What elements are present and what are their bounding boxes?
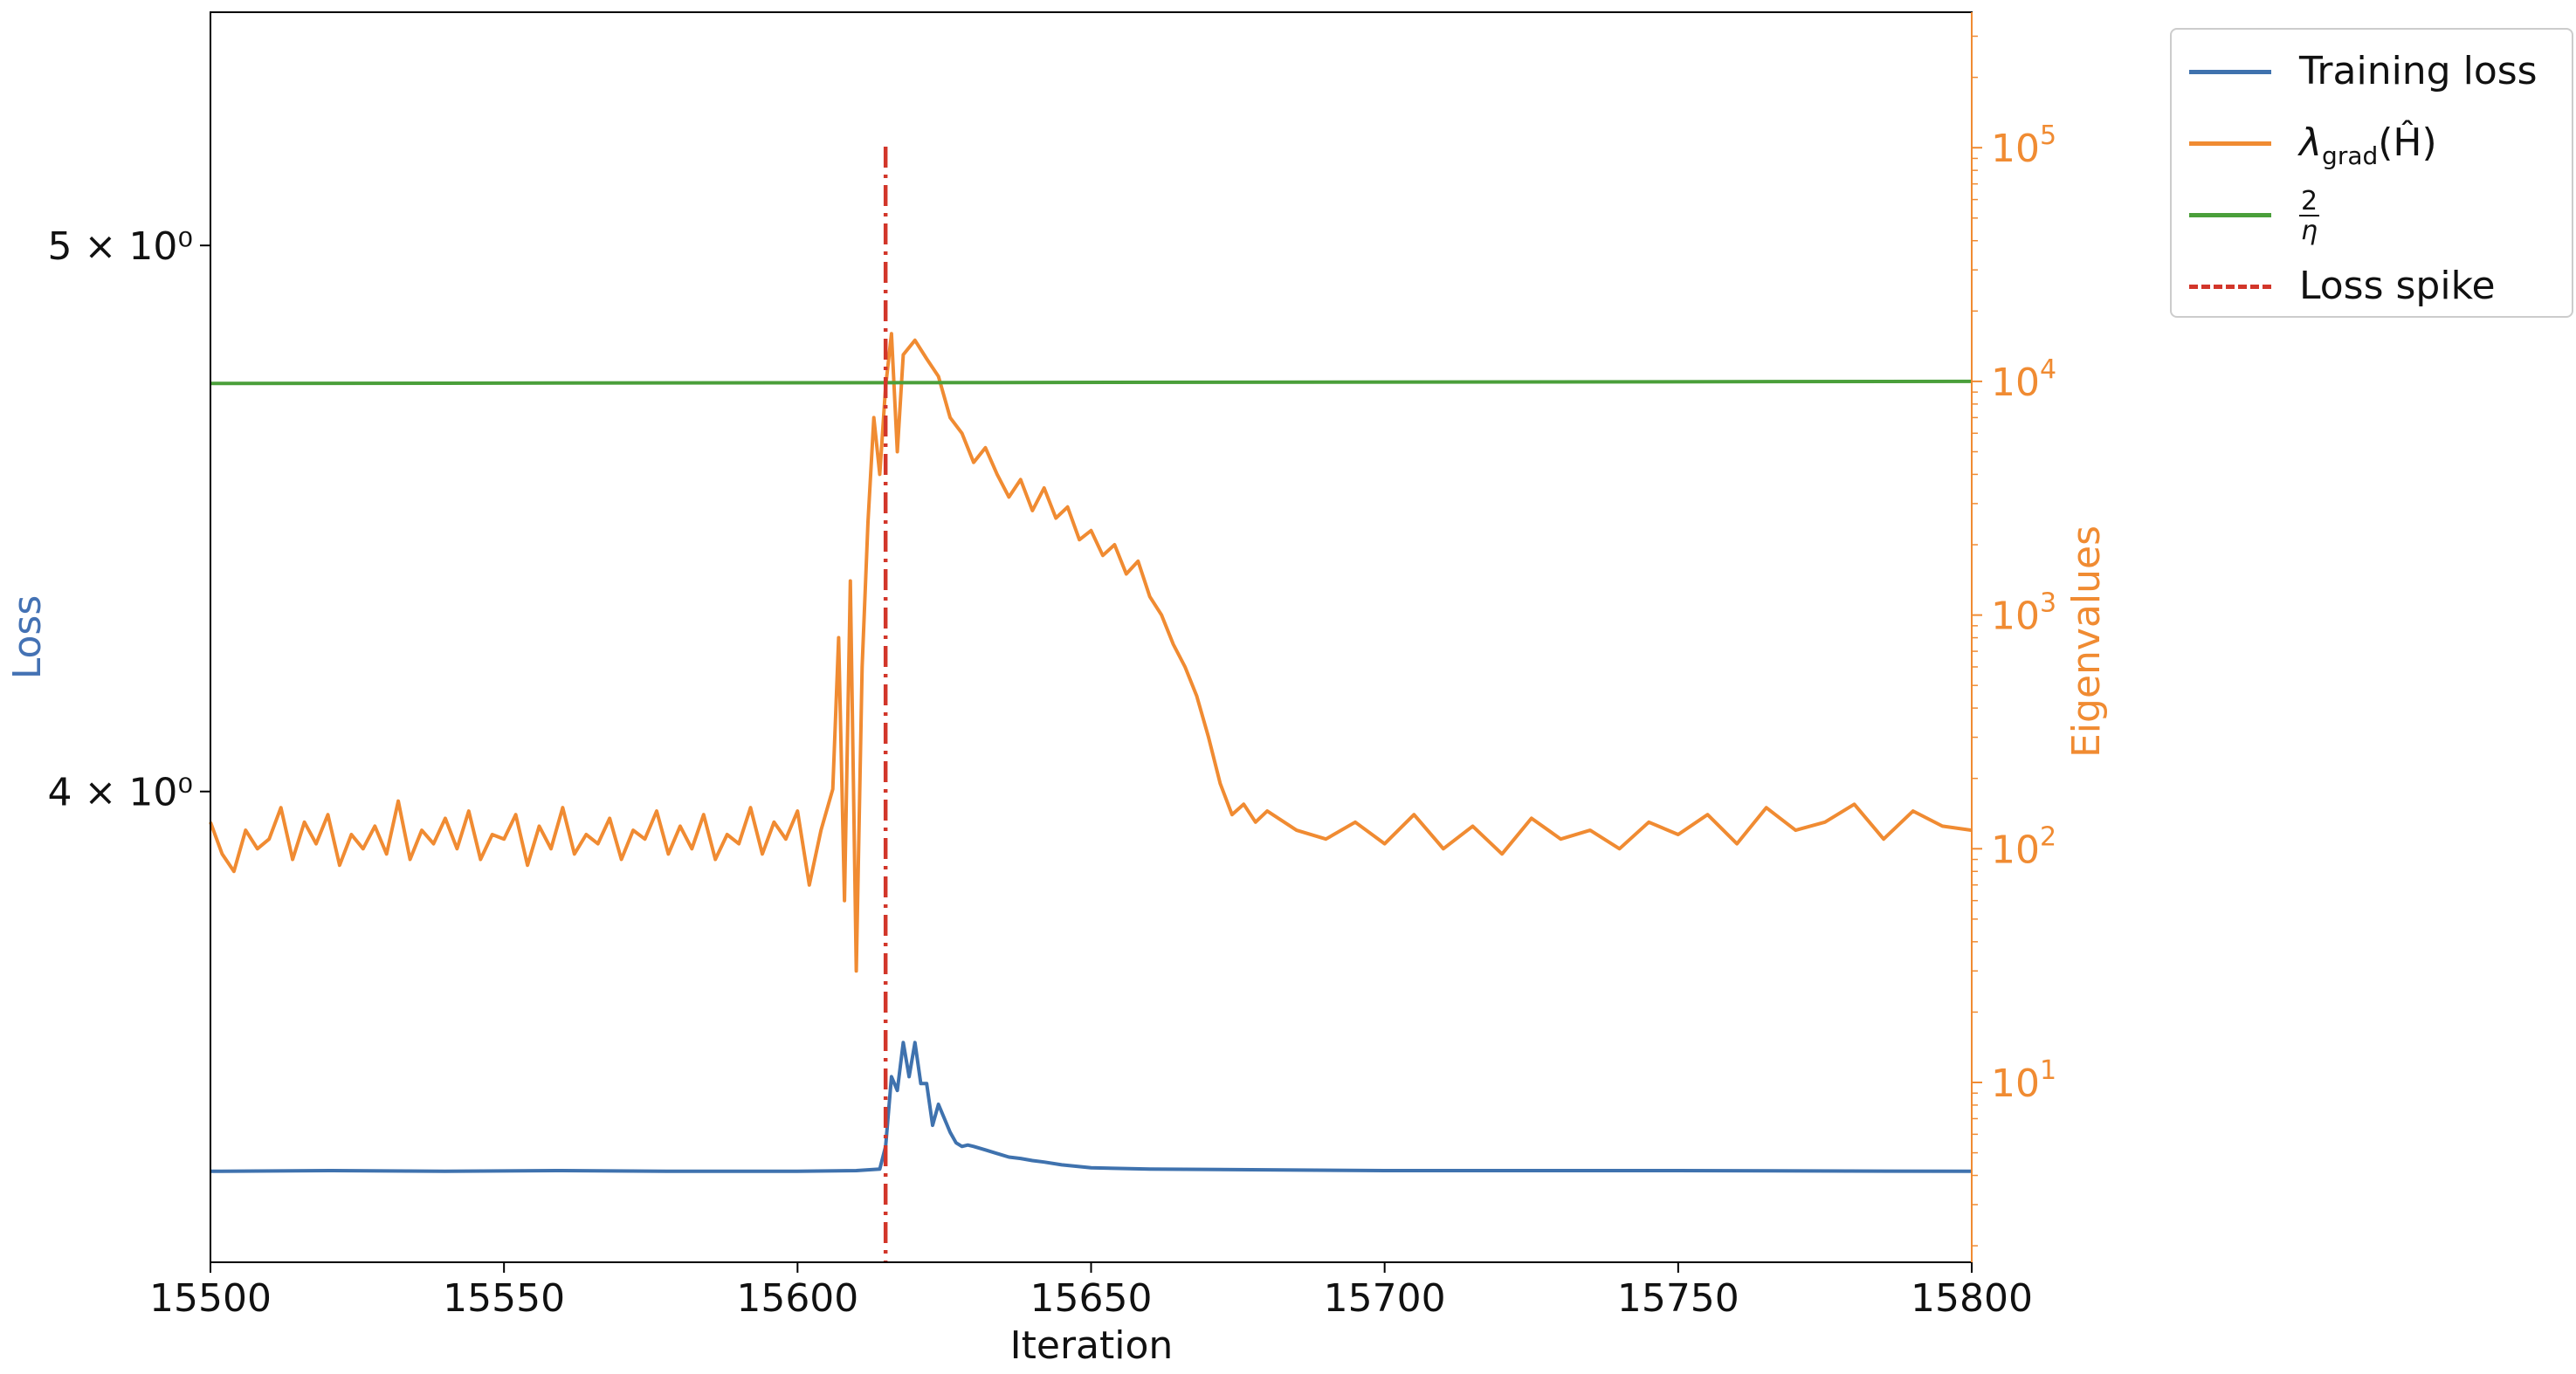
legend-label-lambda-grad: λgrad(Ĥ) [2299, 120, 2437, 170]
legend-label-training-loss: Training loss [2299, 49, 2538, 93]
right-y-axis: 101 102 103 104 105 [1972, 35, 2056, 1247]
right-y-axis-label: Eigenvalues [2064, 526, 2109, 758]
right-y-tick-label: 102 [1991, 821, 2056, 872]
x-tick-label: 15800 [1911, 1276, 2033, 1321]
left-y-tick-label: 5 × 10⁰ [48, 224, 193, 269]
right-y-tick-label: 105 [1991, 120, 2056, 171]
legend-swatch-lambda-grad [2189, 141, 2271, 146]
legend-label-loss-spike: Loss spike [2299, 264, 2496, 308]
left-y-tick-label: 4 × 10⁰ [48, 771, 193, 815]
series-two-over-eta [210, 379, 1973, 386]
x-tick-label: 15500 [149, 1276, 272, 1321]
legend-item-lambda-grad: λgrad(Ĥ) [2172, 108, 2573, 178]
x-axis-label: Iteration [1010, 1323, 1174, 1368]
right-y-tick-label: 101 [1991, 1055, 2056, 1106]
legend-swatch-two-over-eta [2189, 213, 2271, 217]
x-axis: 15500 15550 15600 15650 15700 15750 15800 [149, 1262, 2033, 1321]
legend-item-loss-spike: Loss spike [2172, 251, 2573, 321]
x-tick-label: 15700 [1324, 1276, 1446, 1321]
x-tick-label: 15550 [443, 1276, 565, 1321]
right-y-tick-label: 103 [1991, 588, 2056, 639]
legend-swatch-loss-spike [2189, 285, 2271, 289]
x-tick-label: 15750 [1617, 1276, 1739, 1321]
right-y-tick-label: 104 [1991, 354, 2056, 405]
series-training-loss [210, 1041, 1973, 1173]
left-y-axis-label: Loss [5, 595, 50, 680]
x-tick-label: 15600 [736, 1276, 858, 1321]
left-y-axis: 4 × 10⁰ 5 × 10⁰ [48, 224, 210, 815]
legend-item-training-loss: Training loss [2172, 37, 2573, 106]
legend-swatch-training-loss [2189, 70, 2271, 74]
x-tick-label: 15650 [1030, 1276, 1153, 1321]
plot-layer [209, 147, 1973, 1262]
series-lambda-grad [209, 332, 1973, 973]
plot-frame [210, 11, 1973, 1263]
